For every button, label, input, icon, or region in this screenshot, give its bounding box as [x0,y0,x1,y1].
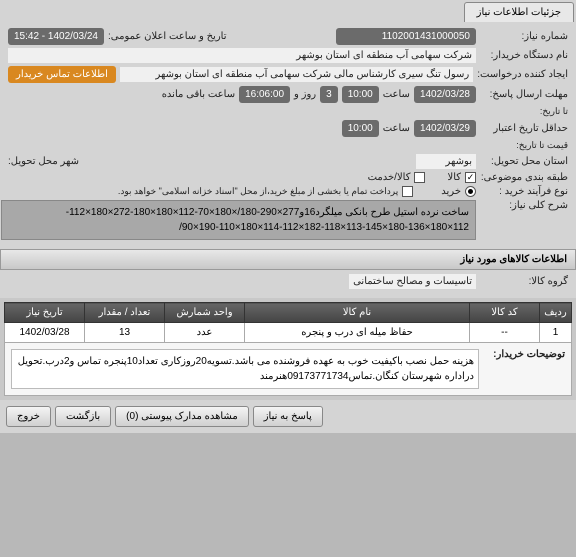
loc-value: بوشهر [416,154,476,169]
loc-label: استان محل تحویل: [480,156,568,167]
col-date: تاریخ نیاز [5,303,85,323]
resp-time-value: 10:00 [342,86,379,103]
cell-qty: 13 [85,323,165,343]
resp-deadline-sub: تا تاریخ: [480,106,568,117]
org-label: نام دستگاه خریدار: [480,50,568,61]
col-row: ردیف [540,303,572,323]
col-qty: تعداد / مقدار [85,303,165,323]
goods-grp-value: تاسیسات و مصالح ساختمانی [349,274,476,289]
valid-time-value: 10:00 [342,120,379,137]
tab-details[interactable]: جزئیات اطلاعات نیاز [464,2,574,22]
goods-panel: گروه کالا: تاسیسات و مصالح ساختمانی [0,270,576,298]
tab-bar: جزئیات اطلاعات نیاز [0,0,576,22]
need-no-value: 1102001431000050 [336,28,476,45]
valid-date-value: 1402/03/29 [414,120,476,137]
bottom-buttons: پاسخ به نیاز مشاهده مدارک پیوستی (0) باز… [0,400,576,433]
title-value: ساخت نرده استیل طرح بانکی میلگرد16و277×2… [1,200,476,240]
back-button[interactable]: بازگشت [55,406,111,427]
title-label: شرح کلی نیاز: [480,200,568,211]
pay-checkbox[interactable] [402,186,413,197]
notes-label: توضیحات خریدار: [485,349,565,360]
exit-button[interactable]: خروج [6,406,51,427]
cell-code: -- [470,323,540,343]
table-header-row: ردیف کد کالا نام کالا واحد شمارش تعداد /… [5,303,572,323]
pay-note: پرداخت تمام یا بخشی از مبلغ خرید،از محل … [118,186,398,197]
col-code: کد کالا [470,303,540,323]
valid-sub: قیمت تا تاریخ: [480,140,568,151]
contact-badge[interactable]: اطلاعات تماس خریدار [8,66,116,83]
creator-value: رسول تنگ سیری کارشناس مالی شرکت سهامی آب… [120,67,473,82]
cell-unit: عدد [165,323,245,343]
respond-button[interactable]: پاسخ به نیاز [253,406,323,427]
service-checkbox[interactable] [414,172,425,183]
cell-name: حفاظ میله ای درب و پنجره [245,323,470,343]
table-row[interactable]: 1 -- حفاظ میله ای درب و پنجره عدد 13 140… [5,323,572,343]
resp-date-value: 1402/03/28 [414,86,476,103]
goods-table: ردیف کد کالا نام کالا واحد شمارش تعداد /… [4,302,572,396]
need-no-label: شماره نیاز: [480,31,568,42]
cell-date: 1402/03/28 [5,323,85,343]
col-unit: واحد شمارش [165,303,245,323]
section-goods-header: اطلاعات کالاهای مورد نیاز [0,249,576,270]
announce-date-label: تاریخ و ساعت اعلان عمومی: [108,31,227,42]
org-value: شرکت سهامی آب منطقه ای استان بوشهر [8,48,476,63]
attachments-button[interactable]: مشاهده مدارک پیوستی (0) [115,406,249,427]
proc-radio[interactable] [465,186,476,197]
proc-label: نوع فرآیند خرید : [480,186,568,197]
days-label: روز و [294,89,316,100]
service-label: کالا/خدمت [368,172,411,183]
table-wrap: ردیف کد کالا نام کالا واحد شمارش تعداد /… [0,298,576,400]
days-value: 3 [320,86,338,103]
announce-date-value: 1402/03/24 - 15:42 [8,28,104,45]
creator-label: ایجاد کننده درخواست: [477,69,568,80]
category-label: طبقه بندی موضوعی: [480,172,568,183]
resp-time-label: ساعت [383,89,410,100]
cell-row: 1 [540,323,572,343]
goods-grp-label: گروه کالا: [480,276,568,287]
form-panel: شماره نیاز: 1102001431000050 تاریخ و ساع… [0,22,576,249]
valid-label: حداقل تاریخ اعتبار [480,123,568,134]
col-name: نام کالا [245,303,470,323]
notes-row: توضیحات خریدار: هزینه حمل نصب باکیفیت خو… [5,343,572,396]
notes-value: هزینه حمل نصب باکیفیت خوب به عهده فروشند… [11,349,479,389]
remain-label: ساعت باقی مانده [162,89,235,100]
goods-checkbox[interactable] [465,172,476,183]
valid-time-label: ساعت [383,123,410,134]
remain-time-value: 16:06:00 [239,86,290,103]
proc-opt1: خرید [441,186,461,197]
city-label: شهر محل تحویل: [8,156,79,167]
goods-label: کالا [447,172,461,183]
resp-deadline-label: مهلت ارسال پاسخ: [480,89,568,100]
